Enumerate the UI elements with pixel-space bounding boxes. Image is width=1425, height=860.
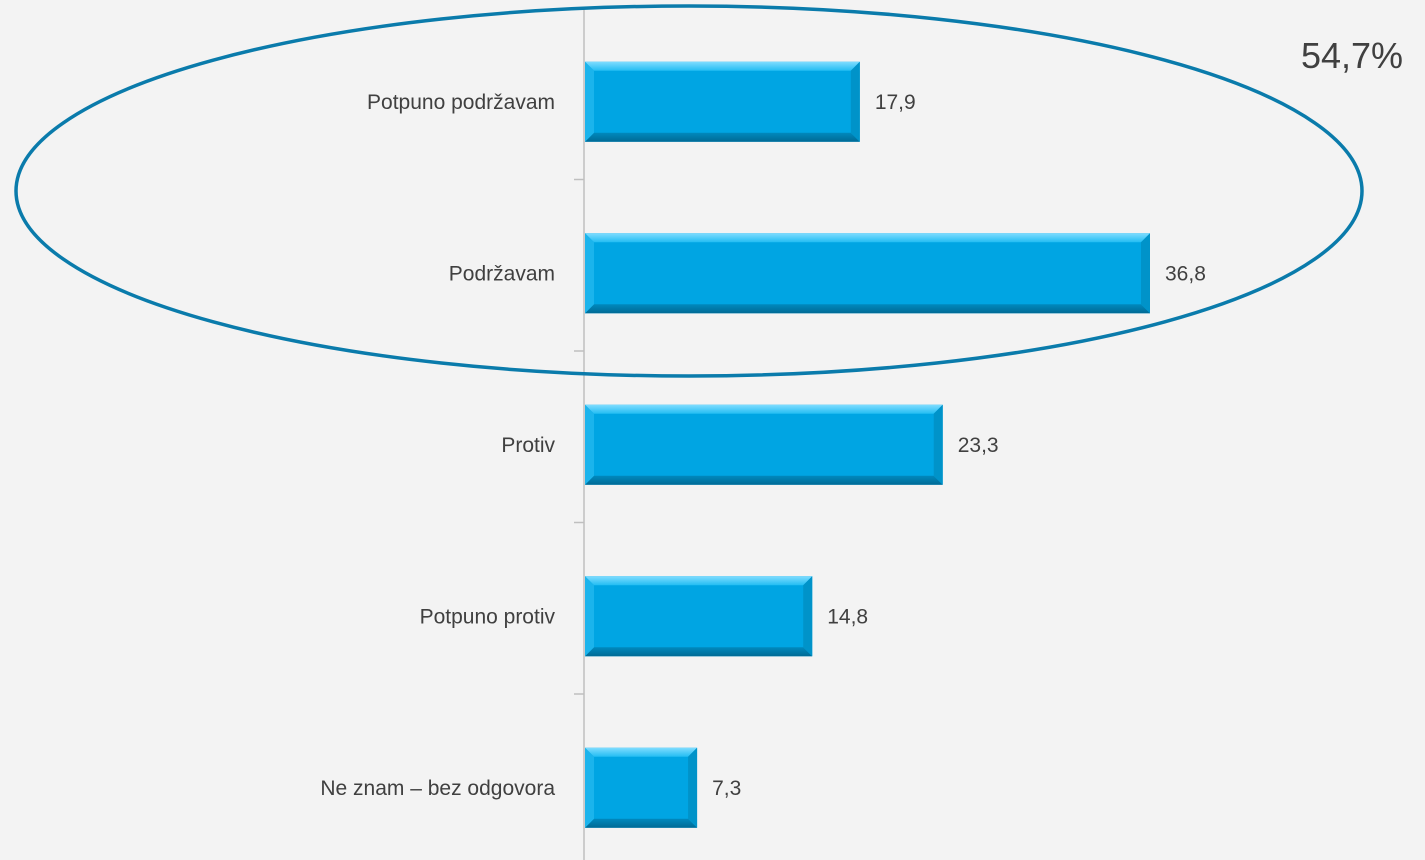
category-label: Protiv: [501, 434, 555, 457]
category-label: Potpuno podržavam: [367, 91, 555, 114]
category-label: Potpuno protiv: [420, 605, 556, 628]
value-label: 17,9: [875, 91, 916, 114]
bar: [585, 747, 698, 828]
value-label: 14,8: [827, 605, 868, 628]
category-label: Podržavam: [449, 262, 555, 285]
category-label: Ne znam – bez odgovora: [320, 777, 555, 800]
highlight-total: 54,7%: [1301, 35, 1403, 76]
bar: [585, 233, 1150, 314]
bar: [585, 61, 860, 142]
highlight-ellipse: [14, 4, 1364, 378]
bar: [585, 576, 813, 657]
bar: [585, 404, 943, 485]
value-label: 7,3: [712, 777, 741, 800]
value-label: 23,3: [958, 434, 999, 457]
value-label: 36,8: [1165, 262, 1206, 285]
